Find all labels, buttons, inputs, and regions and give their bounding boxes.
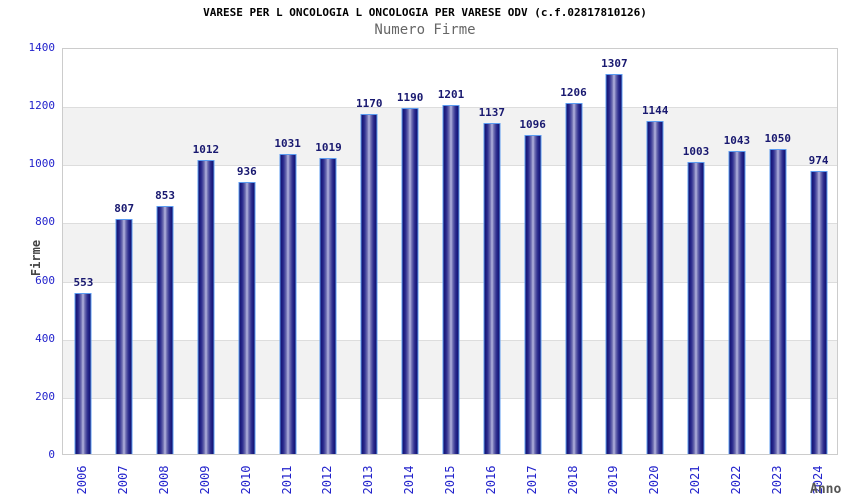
bar-value-label: 1019 [315,140,342,154]
bar-2016 [483,123,501,454]
bar-slot: 807 [104,49,145,454]
bar-2012 [319,157,337,454]
bar-value-label: 807 [114,202,135,216]
bar-2006 [74,293,92,454]
chart-title: VARESE PER L ONCOLOGIA L ONCOLOGIA PER V… [203,6,647,19]
bar-slot: 1003 [676,49,717,454]
x-axis-title: Anno [810,482,842,497]
y-tick-label: 400 [35,331,55,345]
bar-value-label: 1307 [601,57,628,71]
bar-2017 [524,135,542,454]
bar-slot: 1201 [431,49,472,454]
bar-value-label: 1003 [682,145,710,159]
bar-slot: 1043 [716,49,757,454]
bar-2019 [605,74,623,454]
bar-slot: 1307 [594,49,635,454]
x-tick-label-2021: 2021 [688,465,703,495]
bar-slot: 1050 [757,49,798,454]
bar-2020 [646,121,664,454]
y-axis-title: Firme [29,239,44,277]
bar-value-label: 853 [155,189,176,203]
bar-slot: 1170 [349,49,390,454]
x-tick-label-2015: 2015 [443,465,457,495]
y-tick-label: 200 [35,389,55,403]
bar-2008 [156,206,174,454]
bar-slot: 1096 [512,49,553,454]
x-tick-label-2019: 2019 [606,465,621,495]
bar-value-label: 1096 [519,118,546,132]
bar-value-label: 1201 [437,87,465,101]
bar-value-label: 1031 [274,137,301,151]
x-tick-label-2022: 2022 [728,465,743,495]
y-tick-label: 0 [48,448,55,461]
bar-2013 [360,113,378,454]
bar-value-label: 1144 [641,104,669,118]
bar-value-label: 553 [73,276,94,290]
y-tick-label: 1200 [28,99,56,113]
x-tick-label-2007: 2007 [116,465,131,495]
x-tick-label-2023: 2023 [769,465,784,495]
bar-2021 [687,162,705,454]
bar-slot: 974 [798,49,839,454]
bar-value-label: 1190 [396,91,424,105]
bar-value-label: 1206 [560,86,587,100]
x-tick-label-2012: 2012 [320,465,335,495]
bar-value-label: 1050 [764,131,791,145]
x-tick-label-2014: 2014 [402,465,417,495]
y-tick-label: 1000 [28,157,56,171]
bar-2014 [401,108,419,454]
bar-slot: 1190 [390,49,431,454]
bar-slot: 853 [145,49,186,454]
bar-2007 [115,219,133,454]
bar-2018 [565,103,582,454]
y-tick-label: 800 [35,215,55,229]
x-tick-label-2018: 2018 [565,465,580,495]
bar-2024 [810,170,828,454]
x-tick-label-2016: 2016 [483,465,498,495]
bar-slot: 1019 [308,49,349,454]
bar-slot: 1206 [553,49,594,454]
y-tick-label: 1400 [28,41,56,54]
bar-value-label: 1170 [356,96,383,110]
bar-2022 [728,150,746,454]
bar-value-label: 1012 [192,142,220,156]
bar-slot: 553 [63,49,104,454]
x-tick-label-2017: 2017 [524,465,539,495]
x-tick-label-2008: 2008 [157,465,172,495]
bar-2015 [442,104,460,454]
y-tick-label: 600 [35,273,55,287]
bar-slot: 936 [226,49,267,454]
bar-2010 [238,181,256,454]
x-tick-label-2009: 2009 [197,465,212,495]
x-tick-label-2006: 2006 [75,465,90,495]
bar-value-label: 974 [808,153,829,167]
chart-subtitle: Numero Firme [374,22,476,38]
bar-2011 [279,154,297,454]
bar-value-label: 1043 [723,133,751,147]
bar-slot: 1031 [267,49,308,454]
x-tick-label-2010: 2010 [238,465,253,495]
bar-2009 [197,159,215,454]
bar-slot: 1137 [471,49,512,454]
bar-value-label: 936 [236,164,257,178]
bar-2023 [769,148,787,454]
bar-value-label: 1137 [478,106,506,120]
bar-slot: 1144 [635,49,676,454]
bar-slot: 1012 [186,49,227,454]
x-tick-label-2011: 2011 [279,465,294,495]
x-tick-label-2013: 2013 [361,465,376,495]
plot-area: 553 807 853 1012 936 1031 1019 1170 1190 1201 1137… [62,48,838,455]
x-tick-label-2020: 2020 [647,465,662,495]
